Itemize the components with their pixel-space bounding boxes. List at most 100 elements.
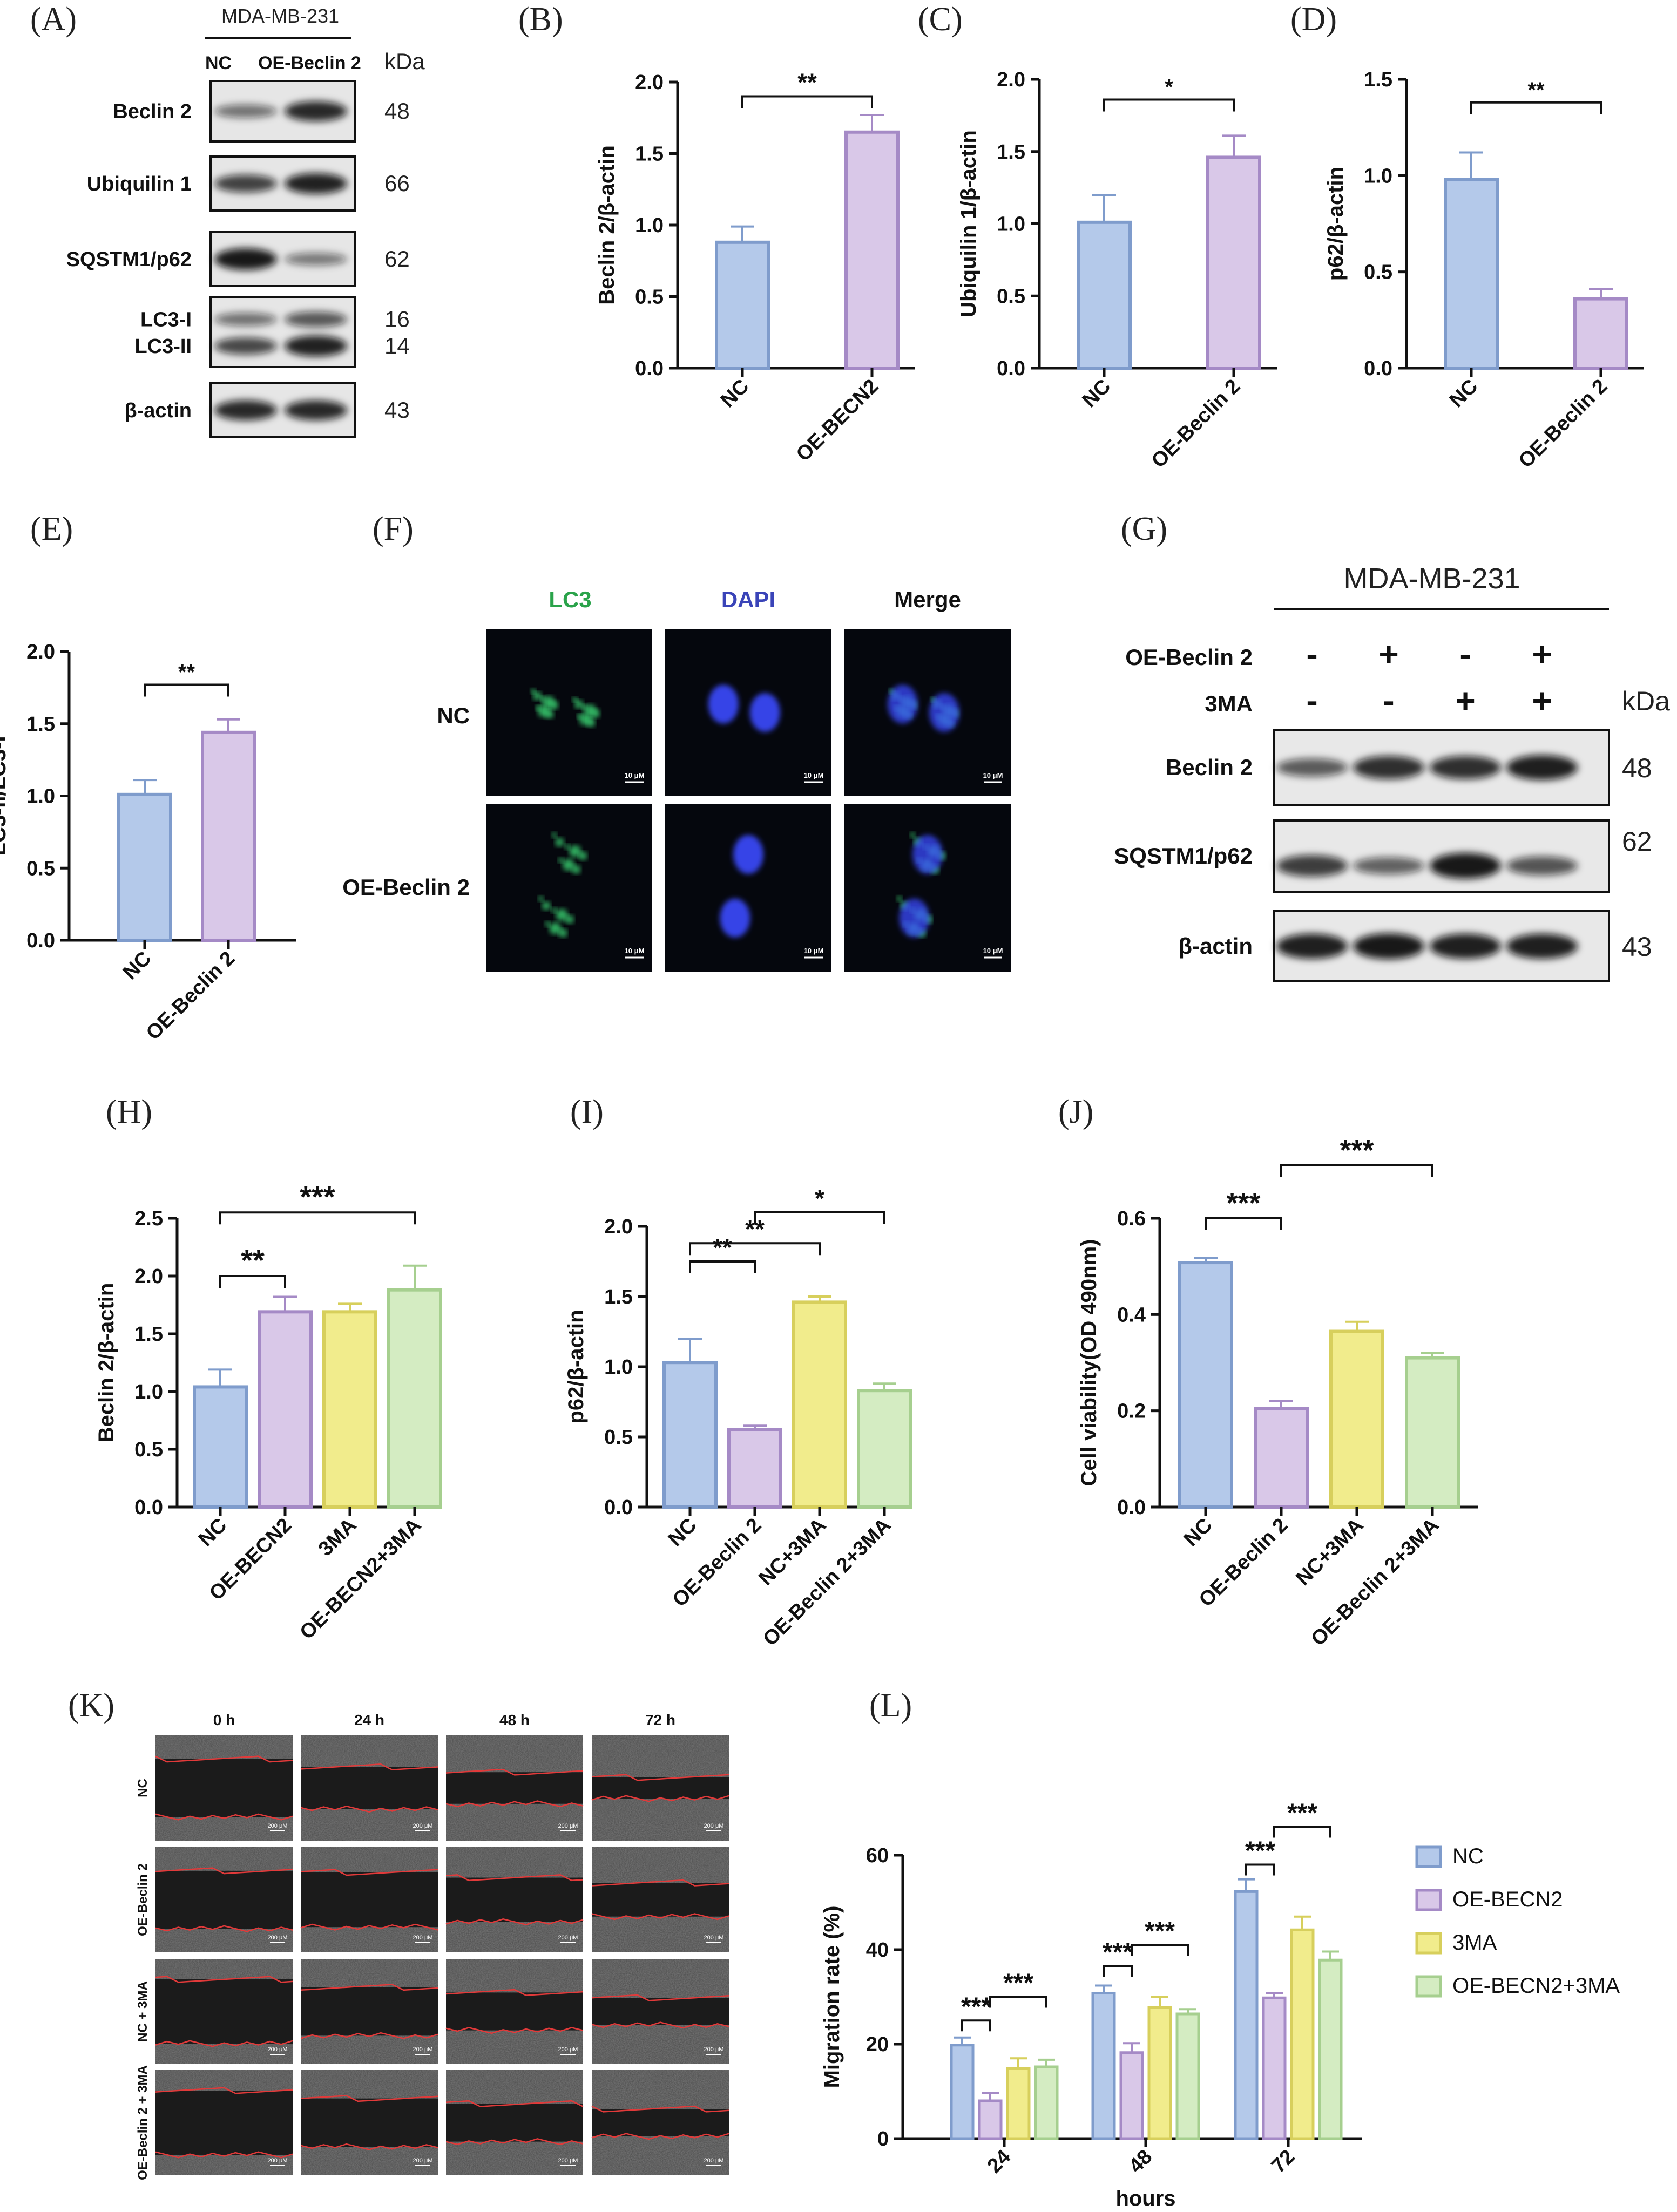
blot-a: MDA-MB-231 NC OE-Beclin 2 kDa Beclin 2 48… (66, 5, 425, 438)
blot-g-band (1276, 758, 1348, 777)
y-tick-label: 1.0 (1364, 165, 1392, 187)
blot-g-row-label: Beclin 2 (1166, 755, 1253, 780)
x-tick-label: OE-Beclin 2 (142, 947, 240, 1045)
y-tick-label: 1.5 (1364, 69, 1392, 91)
y-axis-label: Cell viability(OD 490nm) (1077, 1239, 1101, 1487)
x-tick-label: NC (1078, 375, 1115, 412)
significance-label: *** (1340, 1134, 1374, 1166)
x-axis-label: hours (1115, 2187, 1175, 2210)
bar (1318, 1958, 1343, 2140)
x-tick-label: 72 (1267, 2146, 1300, 2178)
bar-chart-j: 0.0 0.2 0.4 0.6 Cell viability(OD 490nm) NC OE… (1077, 1134, 1478, 1651)
bar (117, 792, 172, 942)
blot-a-unit: kDa (384, 49, 425, 74)
scale-bar-label: 200 μM (558, 1823, 578, 1829)
y-axis-label: Beclin 2/β-actin (595, 145, 619, 305)
blot-a-row-label: SQSTM1/p62 (66, 248, 192, 271)
blot-g-kda: 62 (1622, 826, 1652, 857)
blot-g-band (1506, 856, 1578, 876)
blot-g-sign: + (1378, 635, 1398, 674)
scale-bar-label: 200 μM (268, 1823, 288, 1829)
blot-g-band (1430, 933, 1501, 959)
scale-bar-label: 200 μM (558, 1935, 578, 1941)
y-tick-label: 1.0 (997, 213, 1025, 236)
fluorescence-image (844, 629, 1011, 796)
y-axis-label: LC3-II/LC3-I (0, 736, 10, 856)
panel-label-b: (B) (518, 1, 563, 38)
blot-g-band (1506, 933, 1578, 959)
significance-label: ** (713, 1233, 732, 1261)
scale-bar-label: 200 μM (704, 1823, 724, 1829)
bar-chart-b: 0.0 0.5 1.0 1.5 2.0 Beclin 2/β-actin NC OE-BECN… (595, 69, 915, 466)
blot-g-sign: + (1455, 681, 1475, 720)
legend-swatch (1415, 1975, 1442, 1998)
legend-swatch (1415, 1845, 1442, 1868)
y-tick-label: 20 (866, 2033, 889, 2056)
blot-a-row-label: Ubiquilin 1 (87, 173, 192, 195)
panel-label-e: (E) (30, 511, 73, 547)
x-tick-label: 24 (983, 2146, 1016, 2178)
blot-g-band (1430, 853, 1501, 879)
bar (322, 1310, 377, 1509)
scale-bar-label: 10 μM (983, 771, 1003, 779)
x-tick-label: NC (1180, 1514, 1217, 1551)
blot-g-band (1353, 756, 1424, 779)
image-k-time: 72 h (645, 1712, 675, 1728)
panel-label-f: (F) (373, 511, 414, 547)
bar (1329, 1329, 1384, 1509)
scale-bar-label: 200 μM (268, 2157, 288, 2164)
y-tick-label: 1.5 (604, 1286, 633, 1308)
image-k-row: OE-Beclin 2 (136, 1863, 150, 1936)
y-tick-label: 0.5 (635, 286, 664, 309)
significance-label: *** (1287, 1799, 1317, 1828)
y-tick-label: 0.0 (997, 357, 1025, 380)
y-tick-label: 0.5 (997, 285, 1025, 308)
bar (1254, 1407, 1309, 1509)
image-f-channel-dapi: DAPI (721, 587, 775, 612)
scale-bar-label: 200 μM (704, 2157, 724, 2164)
y-tick-label: 1.0 (26, 785, 55, 808)
legend-label: NC (1452, 1844, 1484, 1868)
legend-swatch (1415, 1932, 1442, 1955)
fluorescence-image (486, 804, 652, 972)
scale-bar-label: 200 μM (413, 2157, 433, 2164)
x-tick-label: OE-BECN2 (792, 375, 883, 466)
y-tick-label: 0.5 (1364, 261, 1392, 284)
blot-g-sign: - (1459, 635, 1471, 674)
blot-g: MDA-MB-231 OE-Beclin 2 3MA kDa - + - +- - + + … (1114, 562, 1670, 982)
legend-swatch (1415, 1889, 1442, 1911)
panel-label-k: (K) (68, 1687, 114, 1724)
scale-bar-label: 200 μM (704, 2046, 724, 2053)
bar (1444, 178, 1499, 370)
blot-a-band (285, 311, 347, 327)
blot-a-band (214, 337, 277, 355)
blot-g-sign: + (1532, 635, 1552, 674)
x-tick-label: 3MA (314, 1514, 361, 1560)
significance-bracket (989, 1996, 1047, 2008)
x-tick-label: NC (716, 375, 754, 412)
fluorescence-image (665, 629, 831, 796)
blot-g-row-label: SQSTM1/p62 (1114, 843, 1253, 868)
bar-chart-c: 0.0 0.5 1.0 1.5 2.0 Ubiquilin 1/β-actin NC OE-B… (957, 69, 1277, 472)
scale-bar-label: 10 μM (625, 771, 645, 779)
blot-g-band (1353, 857, 1424, 874)
blot-g-band (1430, 756, 1501, 779)
blot-g-unit: kDa (1622, 686, 1670, 716)
x-tick-label: OE-BECN2+3MA (295, 1514, 425, 1644)
significance-bracket (219, 1275, 286, 1288)
bar (1006, 2067, 1031, 2140)
image-k-row: OE-Beclin 2 + 3MA (136, 2065, 150, 2180)
blot-a-kda: 43 (384, 397, 410, 423)
panel-label-h: (H) (106, 1094, 152, 1130)
bar (1034, 2065, 1059, 2140)
y-tick-label: 2.0 (134, 1265, 163, 1288)
y-tick-label: 0.0 (1364, 357, 1392, 380)
significance-bracket (1131, 1944, 1189, 1956)
significance-label: *** (1103, 1938, 1133, 1967)
image-k-time: 48 h (499, 1712, 530, 1728)
fluorescence-image (486, 629, 652, 796)
significance-bracket (1280, 1164, 1433, 1177)
blot-a-kda: 14 (384, 333, 410, 358)
x-tick-label: NC (1445, 375, 1483, 412)
y-tick-label: 1.5 (997, 141, 1025, 164)
